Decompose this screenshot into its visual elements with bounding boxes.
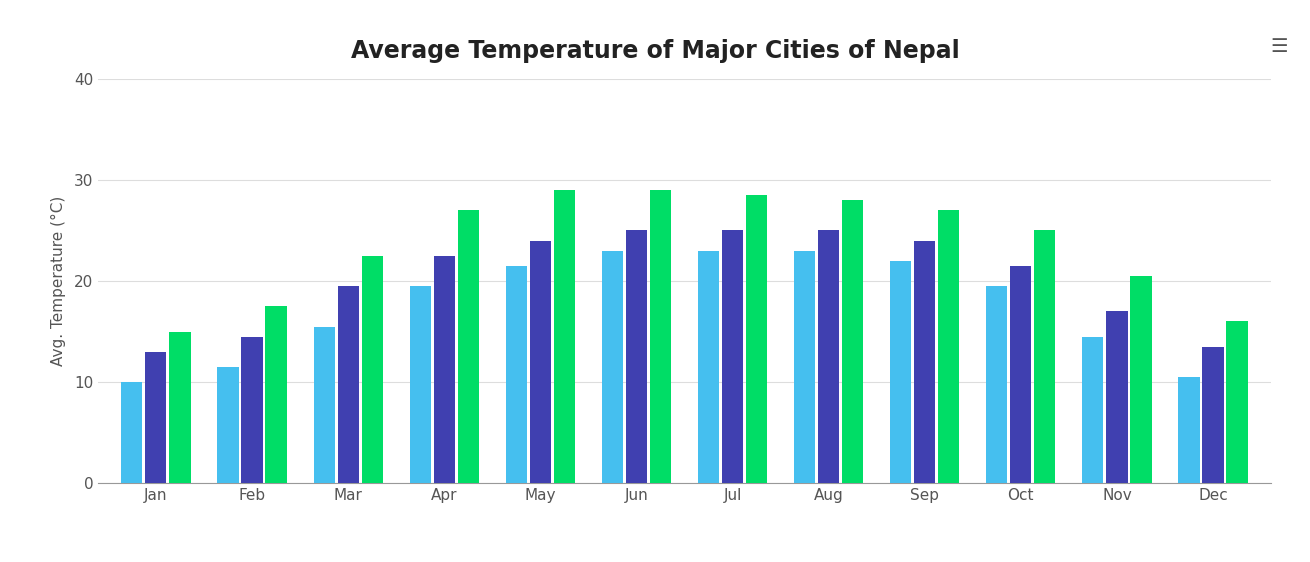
Bar bbox=[794, 251, 815, 483]
Bar bbox=[842, 200, 863, 483]
Bar bbox=[1035, 230, 1056, 483]
Bar bbox=[434, 256, 455, 483]
Legend: Kathmandu, Pokhara, Chitwan (Bharatpur): Kathmandu, Pokhara, Chitwan (Bharatpur) bbox=[453, 560, 916, 562]
Text: ☰: ☰ bbox=[1271, 37, 1288, 56]
Bar bbox=[169, 332, 190, 483]
Bar bbox=[1203, 347, 1224, 483]
Bar bbox=[1010, 266, 1031, 483]
Bar bbox=[1107, 311, 1128, 483]
Bar bbox=[362, 256, 383, 483]
Bar bbox=[1082, 337, 1103, 483]
Y-axis label: Avg. Temperature (°C): Avg. Temperature (°C) bbox=[51, 196, 66, 366]
Bar bbox=[529, 241, 552, 483]
Bar bbox=[626, 230, 647, 483]
Bar bbox=[1226, 321, 1247, 483]
Text: Average Temperature of Major Cities of Nepal: Average Temperature of Major Cities of N… bbox=[351, 39, 959, 64]
Bar bbox=[650, 190, 671, 483]
Bar bbox=[914, 241, 935, 483]
Bar bbox=[266, 306, 287, 483]
Bar bbox=[1131, 276, 1151, 483]
Bar bbox=[745, 195, 768, 483]
Bar bbox=[506, 266, 527, 483]
Bar bbox=[1179, 377, 1200, 483]
Bar bbox=[938, 210, 959, 483]
Bar bbox=[889, 261, 912, 483]
Bar bbox=[986, 286, 1007, 483]
Bar bbox=[410, 286, 431, 483]
Bar bbox=[217, 367, 238, 483]
Bar bbox=[601, 251, 624, 483]
Bar bbox=[241, 337, 262, 483]
Bar bbox=[145, 352, 166, 483]
Bar bbox=[554, 190, 575, 483]
Bar bbox=[722, 230, 743, 483]
Bar bbox=[457, 210, 479, 483]
Bar bbox=[698, 251, 719, 483]
Bar bbox=[122, 382, 143, 483]
Bar bbox=[338, 286, 359, 483]
Bar bbox=[313, 327, 334, 483]
Bar bbox=[817, 230, 840, 483]
